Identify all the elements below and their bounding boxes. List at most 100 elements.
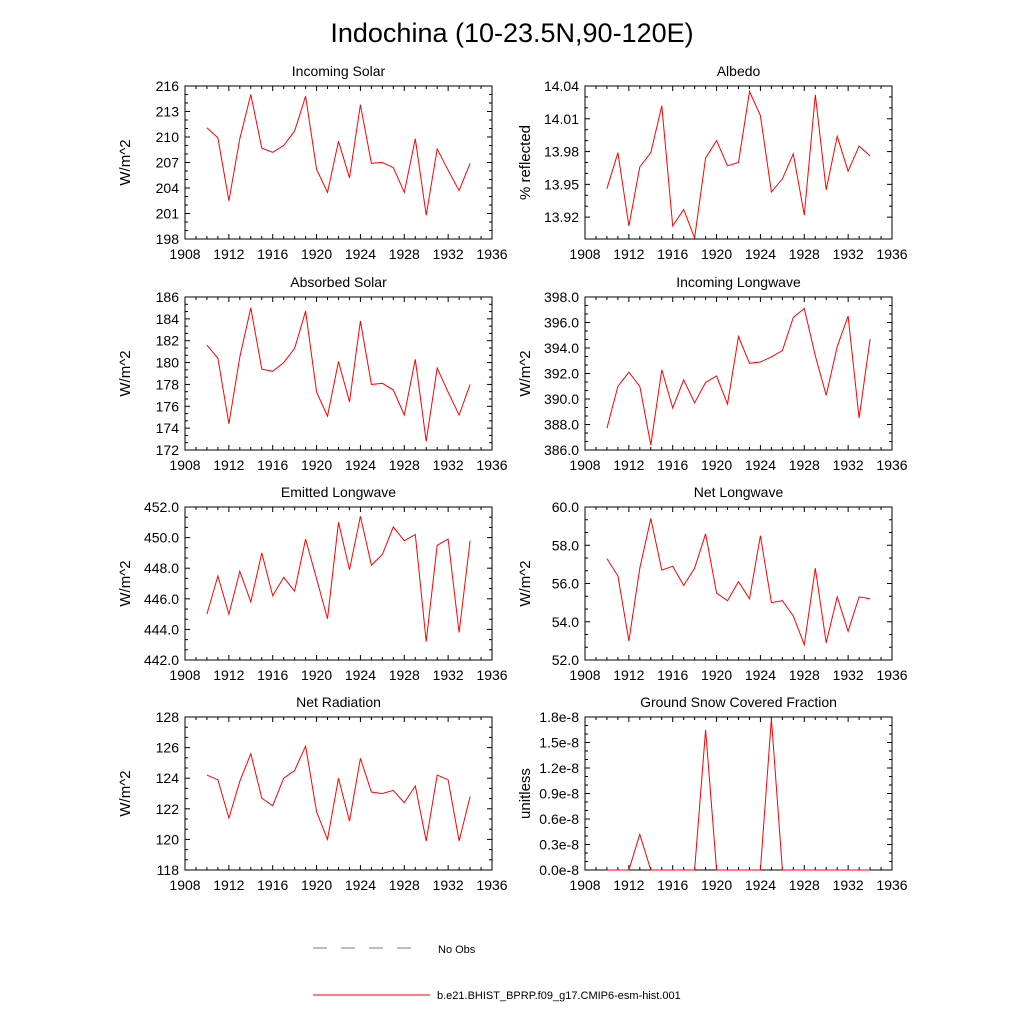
x-tick-label: 1920 — [701, 667, 732, 683]
x-tick-label: 1912 — [613, 457, 644, 473]
x-tick-label: 1924 — [345, 457, 376, 473]
y-tick-label: 180 — [156, 355, 180, 371]
y-tick-label: 56.0 — [552, 576, 579, 592]
x-tick-label: 1936 — [476, 246, 507, 262]
y-tick-label: 213 — [156, 104, 180, 120]
panel-title: Net Longwave — [694, 484, 784, 500]
x-tick-label: 1928 — [389, 246, 420, 262]
y-tick-label: 58.0 — [552, 537, 579, 553]
panel-title: Incoming Solar — [292, 63, 386, 79]
y-tick-label: 1.2e-8 — [539, 760, 579, 776]
panel-title: Ground Snow Covered Fraction — [640, 694, 837, 710]
y-tick-label: 176 — [156, 398, 180, 414]
panel-title: Emitted Longwave — [281, 484, 396, 500]
y-tick-label: 394.0 — [544, 340, 579, 356]
panel-5: Emitted Longwave 1908 1912 1916 1920 1924 1928… — [117, 484, 508, 683]
y-tick-label: 124 — [156, 770, 180, 786]
panel-title: Absorbed Solar — [290, 274, 387, 290]
x-tick-label: 1936 — [476, 667, 507, 683]
x-tick-label: 1916 — [657, 667, 688, 683]
y-tick-label: 442.0 — [144, 652, 179, 668]
x-tick-label: 1912 — [213, 457, 244, 473]
x-tick-label: 1916 — [657, 877, 688, 893]
x-tick-label: 1916 — [257, 667, 288, 683]
x-tick-label: 1928 — [389, 877, 420, 893]
x-tick-label: 1912 — [213, 877, 244, 893]
y-tick-label: 0.9e-8 — [539, 786, 579, 802]
panel-7: Net Radiation 1908 1912 1916 1920 1924 1928 193… — [117, 694, 508, 893]
x-tick-label: 1932 — [433, 246, 464, 262]
x-tick-label: 1916 — [257, 246, 288, 262]
y-axis-label: W/m^2 — [117, 560, 134, 606]
y-tick-label: 184 — [156, 311, 180, 327]
x-tick-label: 1928 — [789, 877, 820, 893]
y-tick-label: 450.0 — [144, 530, 179, 546]
plot-frame — [184, 296, 493, 451]
x-tick-label: 1932 — [833, 457, 864, 473]
x-tick-label: 1936 — [876, 246, 907, 262]
y-tick-label: 207 — [156, 155, 180, 171]
x-tick-label: 1924 — [745, 457, 776, 473]
series-line — [606, 718, 871, 871]
y-tick-label: 174 — [156, 420, 180, 436]
y-tick-label: 120 — [156, 831, 180, 847]
x-tick-label: 1924 — [345, 667, 376, 683]
legend-model-label: b.e21.BHIST_BPRP.f09_g17.CMIP6-esm-hist.… — [437, 990, 681, 1002]
x-tick-label: 1924 — [345, 246, 376, 262]
y-axis-label: W/m^2 — [117, 770, 134, 816]
x-tick-label: 1908 — [169, 877, 200, 893]
x-tick-label: 1936 — [876, 457, 907, 473]
y-tick-label: 118 — [157, 862, 180, 878]
panel-grid: Incoming Solar 1908 1912 1916 1920 1924 1928 19… — [117, 63, 908, 893]
plot-frame — [184, 85, 493, 240]
x-tick-label: 1920 — [701, 246, 732, 262]
x-tick-label: 1920 — [301, 246, 332, 262]
y-tick-label: 54.0 — [552, 614, 579, 630]
x-tick-label: 1924 — [745, 877, 776, 893]
y-tick-label: 210 — [156, 129, 180, 145]
x-tick-label: 1916 — [657, 246, 688, 262]
panel-6: Net Longwave 1908 1912 1916 1920 1924 1928 1932… — [517, 484, 908, 683]
y-tick-label: 0.0e-8 — [539, 862, 579, 878]
y-tick-label: 13.92 — [544, 209, 579, 225]
y-axis-label: W/m^2 — [517, 560, 534, 606]
x-tick-label: 1932 — [433, 877, 464, 893]
y-tick-label: 386.0 — [544, 442, 579, 458]
x-tick-label: 1908 — [169, 246, 200, 262]
y-tick-label: 0.6e-8 — [539, 811, 579, 827]
series-line — [206, 94, 471, 216]
y-axis-label: W/m^2 — [517, 350, 534, 396]
x-tick-label: 1916 — [257, 877, 288, 893]
plot-frame — [584, 716, 893, 871]
panel-3: Absorbed Solar 1908 1912 1916 1920 1924 1928 19… — [117, 274, 508, 473]
x-tick-label: 1912 — [613, 246, 644, 262]
x-tick-label: 1920 — [301, 667, 332, 683]
y-tick-label: 448.0 — [144, 560, 179, 576]
y-tick-label: 201 — [156, 206, 180, 222]
x-tick-label: 1932 — [833, 246, 864, 262]
legend: No Obs b.e21.BHIST_BPRP.f09_g17.CMIP6-es… — [313, 944, 681, 1002]
series-line — [206, 744, 471, 842]
y-tick-label: 388.0 — [544, 417, 579, 433]
y-tick-label: 198 — [156, 231, 180, 247]
plot-frame — [584, 296, 893, 451]
y-tick-label: 13.98 — [544, 144, 579, 160]
y-tick-label: 60.0 — [552, 499, 579, 515]
x-tick-label: 1924 — [745, 667, 776, 683]
figure-title: Indochina (10-23.5N,90-120E) — [330, 18, 693, 48]
y-tick-label: 13.95 — [544, 176, 579, 192]
y-axis-label: % reflected — [517, 125, 534, 200]
x-tick-label: 1928 — [789, 667, 820, 683]
x-tick-label: 1912 — [613, 877, 644, 893]
series-line — [606, 518, 871, 647]
panel-title: Incoming Longwave — [676, 274, 801, 290]
series-line — [206, 307, 471, 442]
series-line — [606, 89, 871, 239]
y-tick-label: 178 — [156, 376, 180, 392]
y-tick-label: 0.3e-8 — [539, 837, 579, 853]
y-tick-label: 452.0 — [144, 499, 179, 515]
x-tick-label: 1908 — [169, 667, 200, 683]
y-tick-label: 14.01 — [544, 111, 579, 127]
y-tick-label: 444.0 — [144, 621, 179, 637]
